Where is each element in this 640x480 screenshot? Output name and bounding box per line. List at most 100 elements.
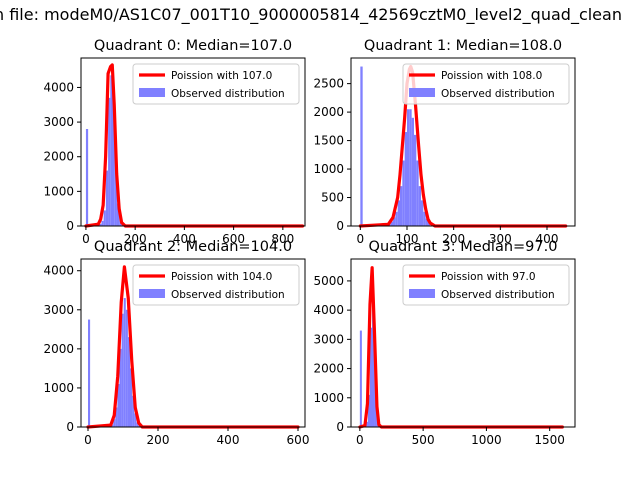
x-tick-label: 100 [396, 232, 419, 246]
observed-bar [119, 348, 122, 427]
x-tick-label: 400 [173, 232, 196, 246]
observed-bar [404, 132, 407, 226]
y-tick-label: 0 [336, 420, 344, 434]
observed-bar [425, 218, 428, 226]
x-tick-label: 400 [536, 232, 559, 246]
observed-bar [132, 395, 135, 427]
observed-bar [395, 211, 398, 226]
y-tick-label: 1000 [313, 391, 344, 405]
observed-bar [110, 75, 113, 227]
observed-bar [367, 394, 370, 427]
axes-frame [80, 57, 306, 227]
y-tick-label: 5000 [313, 274, 344, 288]
x-tick-label: 200 [442, 232, 465, 246]
legend-box [132, 264, 300, 306]
y-tick-label: 2000 [43, 150, 74, 164]
poisson-line [86, 265, 300, 429]
legend-label-observed: Observed distribution [171, 88, 285, 100]
x-tick-label: 400 [217, 433, 240, 447]
x-tick-label: 0 [82, 232, 90, 246]
observed-bar [103, 210, 106, 226]
x-tick-label: 0 [357, 232, 365, 246]
x-tick-label: 600 [287, 433, 310, 447]
observed-bar [365, 421, 368, 427]
axes-frame [80, 258, 306, 428]
y-tick-label: 0 [66, 420, 74, 434]
y-tick-label: 0 [336, 219, 344, 233]
observed-bar [111, 424, 114, 427]
observed-bar [421, 200, 424, 226]
observed-bar [409, 109, 412, 226]
observed-bar [390, 221, 393, 226]
observed-bar [116, 203, 120, 226]
x-tick-label: 200 [147, 433, 170, 447]
axes-frame [350, 258, 576, 428]
observed-bar [121, 313, 124, 427]
observed-bar [402, 160, 405, 226]
x-tick-label: 1500 [534, 433, 565, 447]
y-tick-label: 1000 [43, 381, 74, 395]
observed-bar [407, 109, 410, 226]
observed-bar [114, 156, 117, 226]
observed-bar [411, 117, 414, 226]
panel-quadrant-2: Quadrant 2: Median=104.0 0 200 400 600 0 1000… [43, 239, 309, 447]
observed-bar [418, 186, 421, 226]
panel-title-3: Quadrant 3: Median=97.0 [369, 239, 558, 255]
legend-label-poisson: Poission with 97.0 [441, 271, 536, 283]
y-tick-label: 1500 [313, 134, 344, 148]
observed-bar [113, 419, 116, 427]
y-tick-label: 4000 [43, 80, 74, 94]
x-tick-label: 800 [271, 232, 294, 246]
y-tick-label: 3000 [313, 332, 344, 346]
x-tick-label: 500 [412, 433, 435, 447]
observed-bar [115, 407, 118, 427]
observed-bar [123, 298, 126, 427]
panel-quadrant-3: Quadrant 3: Median=97.0 0 500 1000 1500 0 100… [313, 239, 576, 447]
observed-bar [372, 298, 375, 427]
observed-bar [101, 220, 104, 226]
figure-title: n file: modeM0/AS1C07_001T10_9000005814_… [0, 5, 622, 25]
x-tick-label: 0 [356, 433, 364, 447]
legend-bar-swatch [139, 88, 165, 97]
y-tick-label: 3000 [43, 115, 74, 129]
observed-bar [400, 186, 403, 226]
legend-box [132, 63, 300, 105]
poisson-line [358, 266, 564, 429]
legend-label-poisson: Poission with 104.0 [171, 271, 272, 283]
legend-box [402, 264, 570, 306]
y-tick-label: 4000 [43, 264, 74, 278]
observed-bar [393, 217, 396, 226]
observed-bar [85, 129, 89, 226]
observed-bar [125, 309, 128, 427]
observed-bar [130, 368, 133, 427]
observed-bar [423, 211, 426, 226]
observed-bar [428, 222, 431, 226]
axes-frame [350, 57, 576, 227]
y-tick-label: 0 [66, 219, 74, 233]
observed-bar [88, 319, 91, 427]
y-tick-label: 3000 [43, 303, 74, 317]
legend-bar-swatch [139, 289, 165, 298]
panel-title-1: Quadrant 1: Median=108.0 [364, 38, 562, 54]
x-tick-label: 300 [489, 232, 512, 246]
y-tick-label: 500 [321, 191, 344, 205]
x-tick-label: 600 [222, 232, 245, 246]
observed-bar [416, 160, 419, 226]
y-tick-label: 1000 [43, 184, 74, 198]
observed-bar [134, 413, 137, 427]
x-tick-label: 1000 [471, 433, 502, 447]
y-tick-label: 4000 [313, 303, 344, 317]
y-tick-label: 2000 [313, 105, 344, 119]
legend-box [402, 63, 570, 105]
panel-title-0: Quadrant 0: Median=107.0 [94, 38, 292, 54]
observed-bar [136, 422, 139, 427]
observed-bar [360, 66, 363, 226]
legend-bar-swatch [409, 88, 435, 97]
legend-label-observed: Observed distribution [441, 88, 555, 100]
observed-bar [127, 337, 130, 427]
observed-bar [117, 384, 120, 427]
observed-bar [105, 170, 109, 226]
panel-quadrant-0: Quadrant 0: Median=107.0 0 200 400 600 800 0 1… [43, 38, 306, 246]
y-tick-label: 2000 [313, 362, 344, 376]
legend-label-observed: Observed distribution [171, 289, 285, 301]
